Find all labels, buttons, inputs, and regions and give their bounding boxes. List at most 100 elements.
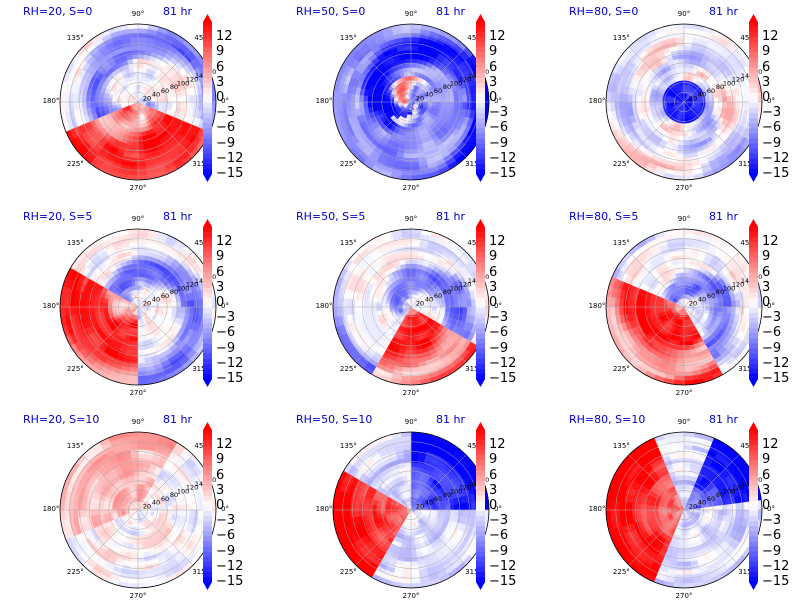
heatmap-cell: [674, 28, 685, 34]
colorbar-segment: [476, 103, 485, 109]
colorbar-segment: [203, 143, 212, 150]
polar-plot: 20406080100120140160: [605, 23, 763, 181]
panel-time-label: 81 hr: [436, 5, 465, 18]
heatmap-cell: [137, 49, 146, 55]
angle-tick-label: 135°: [339, 239, 357, 248]
heatmap-cell: [423, 101, 429, 105]
heatmap-cell: [137, 45, 146, 51]
heatmap-cell: [683, 149, 692, 155]
heatmap-cell: [189, 101, 195, 110]
colorbar-tick-label: −15: [489, 371, 517, 386]
angular-grid-line: [628, 101, 685, 158]
heatmap-cell: [401, 170, 412, 176]
radial-tick-label: 40: [152, 91, 160, 99]
heatmap-cell: [137, 336, 143, 342]
colorbar-segment: [476, 118, 485, 124]
panel-time-label: 81 hr: [436, 210, 465, 223]
radial-tick-label: 120: [459, 281, 471, 289]
colorbar-segment: [476, 242, 485, 248]
heatmap-cell: [358, 101, 364, 110]
colorbar-segment: [203, 348, 212, 355]
heatmap-cell: [680, 123, 685, 129]
heatmap-cell: [137, 84, 141, 90]
heatmap-cell: [150, 101, 156, 105]
radial-tick-label: 20: [143, 94, 151, 102]
heatmap-cell: [137, 366, 147, 373]
heatmap-cell: [407, 328, 412, 334]
colorbar-segment: [203, 148, 212, 155]
colorbar-segment: [749, 92, 758, 99]
colorbar-segment: [476, 333, 485, 339]
radial-tick-label: 80: [170, 288, 178, 296]
heatmap-cell: [410, 58, 417, 64]
heatmap-cell: [718, 96, 724, 103]
colorbar-segment: [203, 82, 212, 89]
heatmap-cell: [131, 54, 139, 60]
heatmap-cell: [410, 45, 419, 51]
colorbar-segment: [203, 37, 212, 43]
colorbar-segment: [749, 37, 758, 43]
colorbar-tick-label: −9: [489, 340, 509, 356]
panel-title: RH=20, S=0: [23, 5, 93, 18]
colorbar-tick-label: 12: [489, 29, 506, 45]
colorbar-segment: [476, 138, 485, 145]
heatmap-cell: [404, 144, 412, 150]
heatmap-cell: [172, 101, 178, 108]
heatmap-cell: [681, 319, 685, 325]
heatmap-cell: [410, 140, 417, 146]
heatmap-cell: [137, 349, 145, 355]
heatmap-cell: [133, 67, 139, 73]
angle-tick-label: 270°: [675, 184, 693, 192]
colorbar-segment: [476, 282, 485, 289]
colorbar-extend-min: [203, 174, 212, 182]
heatmap-cell: [679, 67, 685, 73]
heatmap-cell: [98, 301, 104, 308]
angular-grid-line: [82, 46, 139, 103]
heatmap-cell: [705, 101, 711, 106]
radial-tick-label: 60: [161, 87, 169, 95]
panel-time-label: 81 hr: [163, 5, 192, 18]
colorbar-segment: [203, 77, 212, 84]
heatmap-cell: [128, 371, 139, 377]
heatmap-cell: [137, 144, 145, 150]
heatmap-cell: [735, 101, 741, 110]
colorbar-segment: [203, 292, 212, 299]
heatmap-cell: [358, 306, 364, 315]
colorbar-tick-label: −12: [489, 150, 517, 166]
heatmap-cell: [180, 95, 186, 103]
heatmap-cell: [676, 49, 685, 55]
heatmap-cell: [341, 306, 347, 317]
heatmap-cell: [72, 101, 79, 111]
heatmap-cell: [403, 358, 412, 364]
heatmap-cell: [440, 101, 446, 107]
angle-tick-label: 180°: [42, 302, 60, 310]
colorbar-tick-label: −15: [216, 371, 244, 386]
heatmap-cell: [137, 153, 146, 159]
colorbar-tick-label: 0: [216, 90, 225, 105]
colorbar-segment: [476, 292, 485, 299]
heatmap-cell: [683, 289, 687, 295]
colorbar-segment: [203, 87, 212, 94]
heatmap-cell: [410, 375, 421, 381]
heatmap-cell: [406, 272, 412, 278]
colorbar-segment: [749, 143, 758, 150]
heatmap-cell: [133, 127, 139, 133]
heatmap-cell: [180, 300, 186, 308]
heatmap-cell: [137, 354, 146, 360]
colorbar-tick-label: −12: [216, 355, 244, 371]
heatmap-cell: [636, 101, 642, 109]
heatmap-cell: [137, 241, 147, 248]
panel-time-label: 81 hr: [709, 5, 738, 18]
heatmap-cell: [111, 98, 117, 103]
heatmap-cell: [405, 263, 412, 269]
heatmap-cell: [462, 299, 468, 308]
heatmap-cell: [371, 301, 377, 308]
colorbar-segment: [203, 227, 212, 233]
colorbar-segment: [476, 108, 485, 114]
heatmap-cell: [85, 299, 91, 308]
heatmap-cell: [337, 92, 343, 103]
heatmap-cell: [130, 358, 139, 364]
heatmap-cell: [458, 306, 464, 315]
colorbar-segment: [476, 32, 485, 38]
heatmap-cell: [137, 237, 148, 243]
